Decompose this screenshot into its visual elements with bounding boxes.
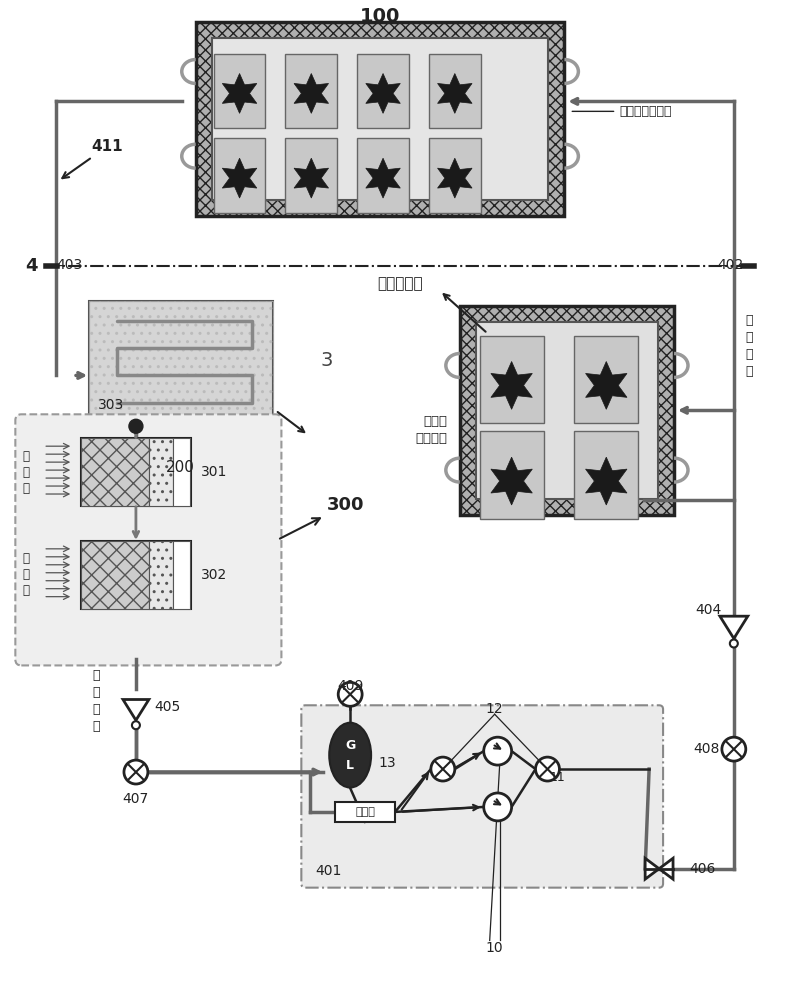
Bar — [429, 54, 481, 128]
Bar — [574, 336, 638, 423]
Text: 10: 10 — [486, 941, 503, 955]
Bar — [214, 54, 266, 128]
Text: 200: 200 — [166, 460, 195, 475]
Bar — [429, 138, 481, 213]
Bar — [460, 306, 674, 515]
Polygon shape — [294, 73, 329, 113]
Bar — [196, 22, 565, 216]
Text: 403: 403 — [56, 258, 82, 272]
Bar — [81, 541, 190, 609]
Text: 301: 301 — [201, 465, 227, 479]
Polygon shape — [491, 361, 532, 409]
Bar — [89, 301, 274, 450]
Text: 两器分离面: 两器分离面 — [377, 276, 423, 291]
Text: 404: 404 — [696, 603, 722, 617]
Polygon shape — [366, 158, 400, 198]
Polygon shape — [586, 361, 627, 409]
Circle shape — [722, 737, 746, 761]
Text: L: L — [346, 759, 354, 772]
Text: 水
蒸
气: 水 蒸 气 — [23, 552, 30, 597]
Polygon shape — [222, 73, 257, 113]
Text: 4: 4 — [25, 257, 38, 275]
Text: 较
冷
工
质: 较 冷 工 质 — [92, 669, 100, 733]
Text: 402: 402 — [718, 258, 744, 272]
Circle shape — [730, 640, 738, 647]
Bar — [286, 54, 338, 128]
Text: 水
蒸
气: 水 蒸 气 — [23, 450, 30, 495]
Bar — [286, 138, 338, 213]
Polygon shape — [438, 73, 472, 113]
Text: 过滤器: 过滤器 — [355, 807, 375, 817]
Text: 407: 407 — [122, 792, 149, 806]
Bar — [480, 336, 543, 423]
Text: 11: 11 — [550, 771, 566, 784]
Bar — [214, 138, 266, 213]
Circle shape — [535, 757, 559, 781]
Text: 408: 408 — [694, 742, 720, 756]
Bar — [335, 802, 395, 822]
Circle shape — [484, 737, 512, 765]
Bar — [476, 322, 658, 499]
Bar — [212, 38, 549, 200]
Bar — [81, 438, 149, 506]
Text: 13: 13 — [378, 756, 396, 770]
Text: 较
热
工
质: 较 热 工 质 — [746, 314, 754, 378]
Polygon shape — [294, 158, 329, 198]
Bar — [89, 301, 274, 450]
Text: 406: 406 — [689, 862, 715, 876]
Text: 12: 12 — [486, 702, 503, 716]
Text: 411: 411 — [62, 139, 122, 178]
Bar — [357, 54, 409, 128]
Polygon shape — [586, 457, 627, 505]
Polygon shape — [645, 858, 659, 879]
Bar — [81, 438, 190, 506]
Bar — [357, 138, 409, 213]
Text: 302: 302 — [201, 568, 227, 582]
Bar — [173, 438, 190, 506]
Ellipse shape — [330, 723, 371, 787]
Text: 409: 409 — [337, 679, 363, 693]
Bar — [149, 541, 173, 609]
Text: 100: 100 — [360, 7, 400, 26]
Circle shape — [129, 419, 143, 433]
Circle shape — [431, 757, 455, 781]
Text: 300: 300 — [280, 496, 365, 539]
Circle shape — [338, 682, 362, 706]
Bar — [81, 541, 149, 609]
Polygon shape — [659, 858, 673, 879]
Text: G: G — [345, 739, 355, 752]
Polygon shape — [720, 616, 748, 639]
FancyBboxPatch shape — [15, 414, 282, 665]
Text: 3: 3 — [320, 351, 333, 370]
Circle shape — [124, 760, 148, 784]
Text: 401: 401 — [315, 864, 342, 878]
Circle shape — [132, 721, 140, 729]
Circle shape — [484, 793, 512, 821]
Polygon shape — [491, 457, 532, 505]
Polygon shape — [222, 158, 257, 198]
Text: 405: 405 — [154, 700, 180, 714]
FancyBboxPatch shape — [302, 705, 663, 888]
Text: 上升器仪器设备: 上升器仪器设备 — [572, 105, 672, 118]
Polygon shape — [123, 700, 149, 720]
Text: 着陆器
仪器设备: 着陆器 仪器设备 — [416, 415, 448, 445]
Bar — [480, 431, 543, 519]
Bar — [149, 438, 173, 506]
Bar — [574, 431, 638, 519]
Bar — [173, 541, 190, 609]
Polygon shape — [438, 158, 472, 198]
Polygon shape — [366, 73, 400, 113]
Text: 303: 303 — [98, 398, 124, 412]
